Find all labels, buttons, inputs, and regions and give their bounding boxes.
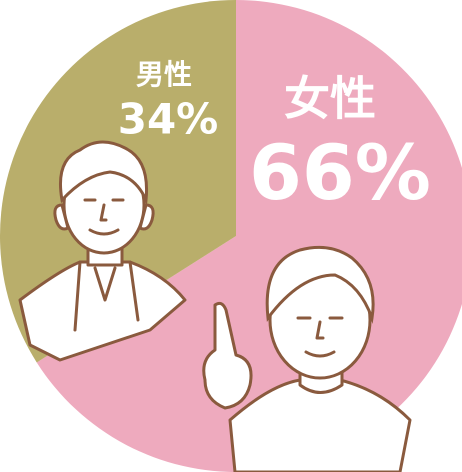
woman-illustration — [202, 245, 412, 472]
value-label: 34% — [118, 95, 219, 144]
value-label: 66% — [249, 128, 431, 217]
illustrations — [18, 140, 412, 472]
slice-label: 男性 — [136, 58, 192, 91]
slice-label: 女性 — [284, 72, 376, 126]
man-illustration — [18, 140, 187, 362]
